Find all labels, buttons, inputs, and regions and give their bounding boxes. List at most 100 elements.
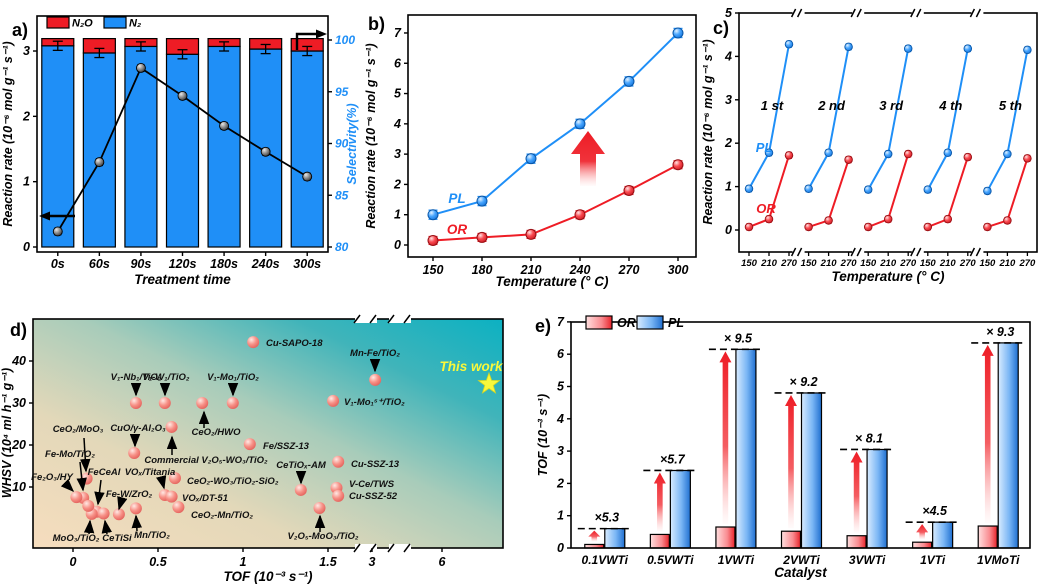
bar-n2	[165, 53, 200, 248]
panel-e: e) ×5.3 0.1VWTi ×5.7 0.5VWTi × 9.5 1VWTi × 9.2…	[530, 290, 1043, 586]
gain-arrow	[916, 524, 929, 540]
data-point	[963, 44, 973, 53]
label-arrow	[83, 519, 95, 535]
data-point	[247, 336, 260, 349]
data-point	[525, 228, 537, 240]
y-tick-label: 4	[556, 412, 564, 426]
data-point	[128, 446, 141, 459]
panel-b-chart: PL OR 0 1 2 3 4 5 6 7 150 180 210 240 270 300 Temperatur…	[364, 14, 697, 289]
panel-d-tag: d)	[10, 320, 27, 340]
y-tick-label: 2	[393, 177, 401, 191]
x-tick-label: 270	[780, 258, 798, 269]
bar-pl	[735, 348, 757, 549]
x-tick-label: 1.5	[319, 555, 337, 569]
bars	[41, 37, 324, 248]
panel-e-tag: e)	[535, 316, 552, 336]
x-tick-label: 270	[1018, 258, 1036, 269]
y-tick-label: 30	[12, 396, 26, 410]
x-axis-label: Catalyst	[774, 565, 827, 580]
data-point	[1003, 216, 1012, 225]
data-point	[672, 159, 684, 171]
y-tick-label: 5	[394, 87, 402, 101]
y-tick-label: 6	[394, 56, 402, 70]
point-label: CuO/γ-Al₂O₃	[110, 423, 166, 434]
bar-or	[977, 525, 998, 549]
x-tick-label: 240	[569, 263, 591, 277]
y-tick-label: 3	[23, 44, 30, 58]
x-tick-label: 240s	[251, 257, 280, 271]
bar-pl	[932, 521, 954, 549]
data-point	[903, 149, 913, 159]
point-label: CeO₂-Mn/TiO₂	[191, 510, 253, 521]
data-point	[94, 157, 105, 168]
label-arrow	[117, 496, 128, 511]
data-point	[169, 472, 181, 485]
data-point	[52, 226, 63, 237]
y-tick-label: 3	[725, 93, 732, 107]
y2-axis-label: Selectivity(%)	[345, 103, 359, 184]
point-labels: Cu-SAPO-18 Mn-Fe/TiO₂ V₁-Nb₁/TiO₂V₁-W₁/TiO…	[31, 338, 405, 544]
data-point	[943, 214, 953, 224]
bar-or	[780, 530, 802, 549]
y-tick-label: 2	[556, 476, 564, 490]
panel-b-tag: b)	[368, 14, 385, 34]
point-label: MoO₃/TiO₂	[53, 533, 100, 544]
point-label: FeCeAl	[88, 467, 121, 478]
x-tick-label: 270	[840, 258, 858, 269]
legend-swatch-n2	[103, 16, 127, 29]
y-tick-label: 1	[725, 180, 732, 194]
data-point	[525, 153, 537, 165]
gain-arrow	[588, 530, 601, 542]
point-label: CeTiOₓ-AM	[276, 460, 327, 471]
y2-tick-label: 100	[335, 33, 355, 47]
x-tick-label: 180	[472, 263, 493, 277]
scatter-points	[70, 336, 382, 521]
x-tick-label: 210	[760, 258, 778, 269]
y-axis-label: Reaction rate (10⁻⁶ mol g⁻¹ s⁻¹)	[364, 43, 378, 228]
x-tick-label: 6	[439, 555, 447, 569]
bar-pl	[866, 448, 888, 549]
series-PL	[744, 39, 1032, 196]
bar-n2	[207, 45, 241, 248]
y-axis-label: Reaction rate (10⁻⁶ mol g⁻¹ s⁻¹)	[701, 39, 715, 224]
x-tick-label: 3	[369, 555, 376, 569]
panel-c: c) PL OR 0 1 2 3 4 5 150 210 270 1 st 150 210 270 2 nd 1…	[700, 0, 1043, 290]
x-tick-label: 300	[668, 263, 689, 277]
bar-or	[846, 535, 867, 549]
data-point	[302, 171, 313, 182]
data-point	[623, 75, 635, 87]
point-label: Cu-SSZ-13	[351, 459, 400, 470]
multiplier-label: × 9.2	[789, 375, 817, 389]
data-point	[82, 499, 95, 512]
point-label: Fe₂O₃/HY	[31, 472, 74, 483]
data-point	[427, 234, 439, 246]
this-work-label: This work	[439, 359, 504, 374]
right-axis-pointer-arrow	[295, 32, 316, 50]
point-label: Fe-W/ZrO₂	[106, 489, 153, 500]
data-point	[784, 151, 794, 160]
y-tick-label: 6	[557, 347, 565, 361]
data-point	[177, 90, 188, 101]
multiplier-label: ×4.5	[922, 504, 948, 518]
data-point	[476, 195, 488, 207]
data-point	[226, 397, 239, 409]
cycle-label: 5 th	[999, 98, 1022, 113]
point-label: V₁-W₁/TiO₂	[142, 372, 189, 383]
x-tick-label: 3VWTi	[849, 553, 886, 567]
point-label: CeO₂/MoO₃	[53, 424, 104, 435]
plot-frame	[407, 14, 697, 258]
panel-e-chart: ×5.3 0.1VWTi ×5.7 0.5VWTi × 9.5 1VWTi × 9.2 2VW…	[536, 315, 1031, 580]
point-label: V₂O₅-MoO₃/TiO₂	[288, 531, 359, 542]
series-label-PL: PL	[448, 191, 465, 206]
y-tick-label: 4	[393, 117, 401, 131]
x-tick-label: 210	[998, 258, 1016, 269]
bar-n2	[82, 52, 116, 248]
gain-arrow	[653, 472, 666, 532]
bar-or	[649, 533, 670, 549]
legend-label-or: OR	[617, 316, 636, 330]
selectivity-line	[52, 62, 313, 237]
x-tick-label: 0.1VWTi	[582, 553, 629, 567]
y-tick-label: 5	[557, 380, 565, 394]
data-point	[129, 502, 142, 515]
data-point	[1023, 154, 1032, 163]
